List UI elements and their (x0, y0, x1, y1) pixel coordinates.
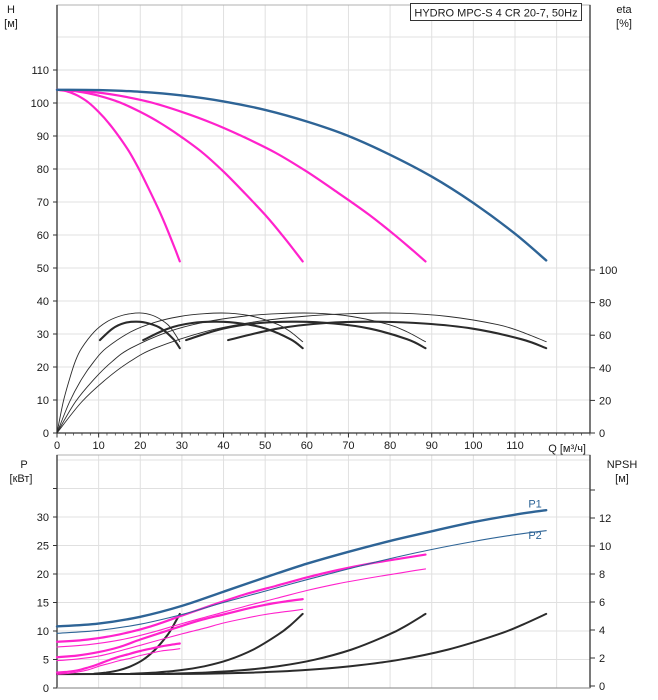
y-left-tick-label: 10 (37, 395, 49, 407)
title-box-border (410, 3, 582, 21)
curve-p2-1pump (56, 648, 181, 675)
curve-h-1pump (55, 88, 181, 263)
curve-eta-2pumps-curve (56, 312, 304, 434)
p2-label: P2 (528, 530, 541, 542)
curve-eta-2pumps-range (142, 320, 304, 350)
y-right-tick-label: 100 (599, 265, 617, 277)
x-tick-label: 20 (134, 440, 146, 452)
curve-h-3pumps (55, 88, 427, 263)
y-left-tick-label: 60 (37, 230, 49, 242)
y-left-tick-label: 50 (37, 263, 49, 275)
y-left-tick-label: 30 (37, 329, 49, 341)
y-right-tick-label: 20 (599, 395, 611, 407)
curve-eta-3pumps-range (185, 320, 427, 350)
y-right-axis-label: NPSH (607, 459, 638, 471)
curve-eta-3pumps-curve (56, 312, 426, 434)
x-tick-label: 100 (464, 440, 482, 452)
curve-eta-1pump-curve (56, 312, 181, 434)
curve-eta-4pumps-range (227, 320, 548, 350)
y-left-tick-label: 15 (37, 598, 49, 610)
x-tick-label: 70 (342, 440, 354, 452)
y-left-tick-label: 80 (37, 164, 49, 176)
x-tick-label: 50 (259, 440, 271, 452)
y-left-tick-label: 5 (43, 655, 49, 667)
y-left-tick-label: 100 (31, 98, 49, 110)
curve-p1-4pumps (55, 509, 548, 628)
curve-h-2pumps (55, 88, 304, 263)
y-left-tick-label: 90 (37, 131, 49, 143)
y-right-tick-label: 8 (599, 569, 605, 581)
x-tick-label: 90 (426, 440, 438, 452)
curve-eta-4pumps-curve (56, 312, 547, 434)
curve-npsh-1pump (93, 612, 181, 675)
y-right-tick-label: 0 (599, 681, 605, 693)
y-left-tick-label: 40 (37, 296, 49, 308)
x-tick-label: 10 (93, 440, 105, 452)
curve-p2-2pumps (56, 608, 304, 662)
x-tick-label: 40 (217, 440, 229, 452)
y-right-axis-label: [м] (615, 473, 629, 485)
curve-npsh-3pumps (166, 612, 427, 675)
y-right-tick-label: 40 (599, 363, 611, 375)
y-left-tick-label: 25 (37, 541, 49, 553)
y-right-axis-label: eta (616, 4, 632, 16)
curve-p2-3pumps (56, 568, 427, 648)
grid-pq (57, 455, 590, 688)
y-left-tick-label: 70 (37, 197, 49, 209)
title-box-text: HYDRO MPC-S 4 CR 20-7, 50Hz (414, 8, 577, 20)
y-right-tick-label: 60 (599, 330, 611, 342)
y-left-tick-label: 0 (43, 428, 49, 440)
chart-pq: 0 5 10 15 20 25 30 0 2 4 6 8 10 12 P [кВт] NPSH [м] P1 P2 (10, 454, 638, 695)
curve-eta-1pump-range (98, 320, 181, 350)
y-left-tick-label: 30 (37, 512, 49, 524)
x-tick-label: 80 (384, 440, 396, 452)
y-right-tick-label: 4 (599, 625, 605, 637)
y-right-tick-label: 12 (599, 513, 611, 525)
p1-label: P1 (528, 498, 541, 510)
x-tick-label: 30 (176, 440, 188, 452)
y-left-tick-label: 10 (37, 626, 49, 638)
y-left-tick-label: 110 (31, 65, 49, 77)
y-left-axis-label: [кВт] (10, 473, 33, 485)
y-right-axis-label: [%] (616, 18, 632, 30)
y-right-tick-label: 80 (599, 298, 611, 310)
curve-p1-2pumps (55, 598, 304, 659)
curve-p2-4pumps (56, 530, 547, 634)
x-axis-label: Q [м³/ч] (548, 443, 586, 455)
curve-npsh-2pumps (129, 612, 304, 675)
curve-h-4pumps (55, 88, 548, 262)
y-left-axis-label: H (7, 4, 15, 16)
plot-border (56, 454, 591, 689)
plot-border (56, 4, 591, 434)
x-tick-label: 60 (301, 440, 313, 452)
x-tick-label: 0 (54, 440, 60, 452)
y-left-axis-label: [м] (4, 18, 18, 30)
curve-p1-1pump (55, 642, 181, 674)
y-left-tick-label: 20 (37, 569, 49, 581)
y-left-tick-label: 20 (37, 362, 49, 374)
y-left-axis-label: P (20, 459, 27, 471)
y-right-tick-label: 6 (599, 597, 605, 609)
y-right-tick-label: 0 (599, 428, 605, 440)
chart-hq: 0 10 20 30 40 50 60 70 80 90 100 110 0 20 40 60 80 100 0 10… (4, 4, 632, 455)
title-box: HYDRO MPC-S 4 CR 20-7, 50Hz (410, 3, 582, 21)
grid-hq (57, 5, 590, 433)
y-right-tick-label: 10 (599, 541, 611, 553)
x-tick-label: 110 (506, 440, 524, 452)
y-right-tick-label: 2 (599, 653, 605, 665)
y-left-tick-label: 0 (43, 683, 49, 695)
